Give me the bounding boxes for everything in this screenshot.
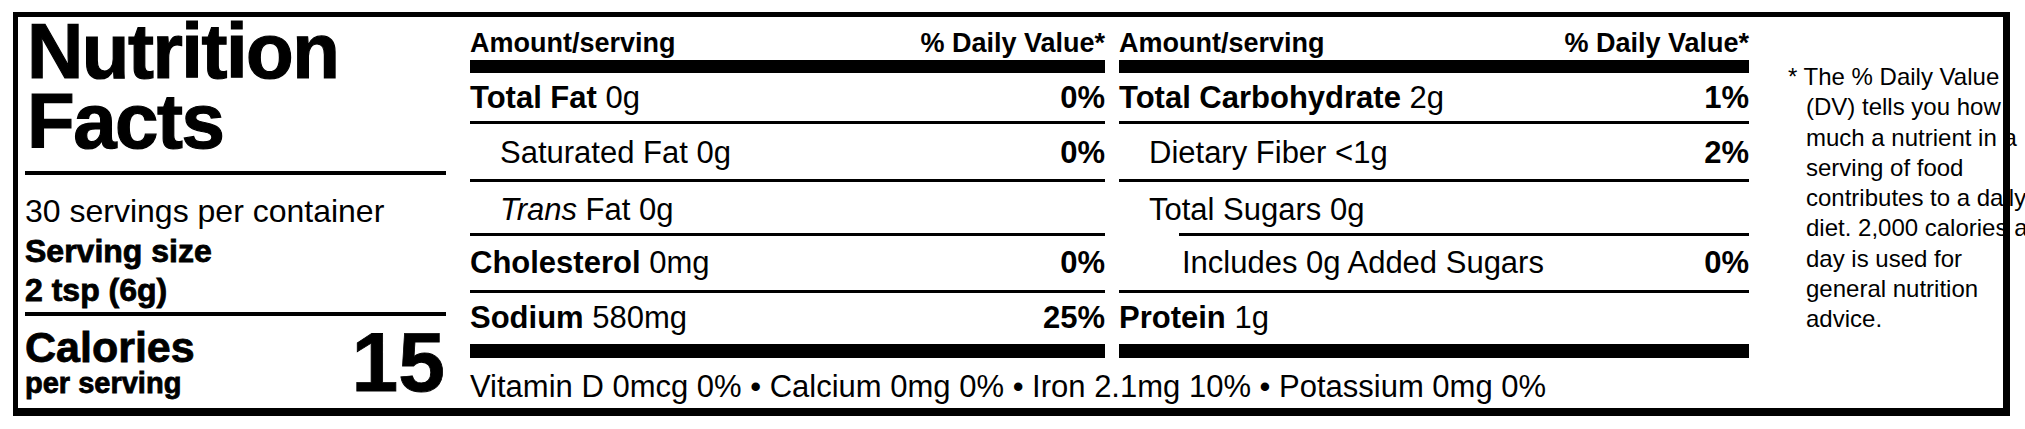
serving-size-value: 2 tsp (6g)	[25, 272, 167, 309]
nutrient-name: Trans Fat 0g	[470, 192, 673, 228]
title-line-2: Facts	[27, 86, 338, 156]
nutrient-name: Saturated Fat 0g	[470, 135, 731, 171]
nutrient-name: Cholesterol 0mg	[470, 245, 709, 281]
daily-value: 25%	[1043, 300, 1105, 336]
nutrient-column-1: Amount/serving % Daily Value* Total Fat …	[470, 0, 1105, 429]
amount-per-serving-header: Amount/serving	[1119, 28, 1325, 59]
micronutrients-line: Vitamin D 0mcg 0% • Calcium 0mg 0% • Iro…	[470, 369, 1546, 405]
divider	[1119, 179, 1749, 182]
thick-bar	[1119, 344, 1749, 358]
daily-value: 1%	[1704, 80, 1749, 116]
daily-value: 0%	[1060, 245, 1105, 281]
row-total-carbohydrate: Total Carbohydrate 2g 1%	[1119, 80, 1749, 116]
column-header: Amount/serving % Daily Value*	[1119, 28, 1749, 59]
nutrient-name: Dietary Fiber <1g	[1119, 135, 1388, 171]
daily-value: 0%	[1060, 135, 1105, 171]
daily-value: 0%	[1060, 80, 1105, 116]
divider	[470, 233, 1105, 236]
nutrient-column-2: Amount/serving % Daily Value* Total Carb…	[1119, 0, 1749, 429]
row-added-sugars: Includes 0g Added Sugars 0%	[1119, 245, 1749, 281]
nutrition-facts-label: Nutrition Facts 30 servings per containe…	[0, 0, 2025, 429]
footnote-text: The % Daily Value (DV) tells you how muc…	[1804, 63, 2025, 332]
footnote-asterisk: *	[1788, 63, 1797, 90]
divider	[470, 290, 1105, 293]
thick-bar	[1119, 60, 1749, 73]
row-dietary-fiber: Dietary Fiber <1g 2%	[1119, 135, 1749, 171]
row-trans-fat: Trans Fat 0g	[470, 192, 1105, 228]
daily-value-footnote: * The % Daily Value (DV) tells you how m…	[1788, 62, 2025, 335]
nutrient-name: Total Carbohydrate 2g	[1119, 80, 1444, 116]
divider	[470, 179, 1105, 182]
row-total-sugars: Total Sugars 0g	[1119, 192, 1749, 228]
nutrient-name: Total Sugars 0g	[1119, 192, 1364, 228]
column-header: Amount/serving % Daily Value*	[470, 28, 1105, 59]
thick-bar	[470, 60, 1105, 73]
nutrient-name: Sodium 580mg	[470, 300, 687, 336]
nutrient-name: Includes 0g Added Sugars	[1119, 245, 1544, 281]
nutrient-name: Protein 1g	[1119, 300, 1269, 336]
thick-bar	[470, 344, 1105, 358]
calories-value: 15	[25, 322, 445, 402]
daily-value: 2%	[1704, 135, 1749, 171]
daily-value: 0%	[1704, 245, 1749, 281]
divider-indented	[1179, 233, 1749, 236]
label-title: Nutrition Facts	[27, 16, 338, 156]
daily-value-header: % Daily Value*	[1564, 28, 1749, 59]
divider	[470, 121, 1105, 124]
row-cholesterol: Cholesterol 0mg 0%	[470, 245, 1105, 281]
title-line-1: Nutrition	[27, 16, 338, 86]
row-sodium: Sodium 580mg 25%	[470, 300, 1105, 336]
row-total-fat: Total Fat 0g 0%	[470, 80, 1105, 116]
divider	[1119, 290, 1749, 293]
row-saturated-fat: Saturated Fat 0g 0%	[470, 135, 1105, 171]
amount-per-serving-header: Amount/serving	[470, 28, 676, 59]
divider	[25, 171, 446, 175]
nutrient-name: Total Fat 0g	[470, 80, 640, 116]
serving-size-label: Serving size	[25, 233, 212, 270]
daily-value-header: % Daily Value*	[920, 28, 1105, 59]
row-protein: Protein 1g	[1119, 300, 1749, 336]
servings-per-container: 30 servings per container	[25, 193, 384, 230]
divider	[1119, 121, 1749, 124]
